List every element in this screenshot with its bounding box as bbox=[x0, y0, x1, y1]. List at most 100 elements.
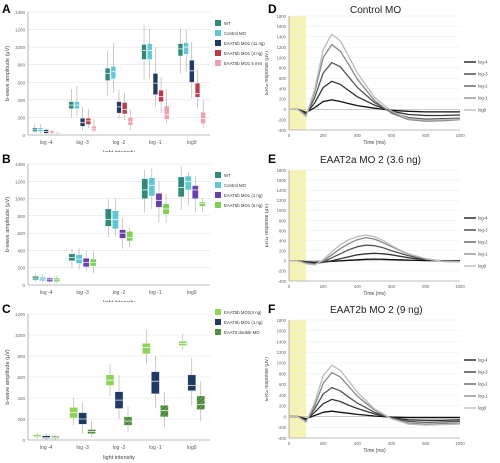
y-tick-label: 800 bbox=[279, 66, 287, 71]
legend-swatch bbox=[215, 182, 221, 188]
y-tick-label: 1000 bbox=[277, 208, 287, 213]
box bbox=[110, 66, 116, 79]
box bbox=[80, 118, 86, 127]
x-tick-label: log -3 bbox=[76, 140, 89, 146]
y-tick-label: 1000 bbox=[15, 197, 26, 202]
box bbox=[158, 90, 164, 102]
x-tick-label: log -2 bbox=[113, 140, 126, 146]
y-tick-label: 1200 bbox=[15, 28, 26, 33]
legend-label: log-3 bbox=[478, 228, 488, 233]
x-tick-label: log -1 bbox=[149, 140, 162, 146]
y-axis-label: b-wave amplitude (µV) bbox=[5, 349, 11, 404]
box bbox=[152, 73, 158, 95]
legend-label: log-1 bbox=[478, 394, 488, 399]
legend-label: EAAT5b MO1 (4 ng) bbox=[224, 51, 263, 56]
series-line bbox=[289, 364, 461, 426]
legend-label: Control MO bbox=[224, 31, 247, 36]
x-tick-label: 1000 bbox=[455, 441, 465, 446]
box bbox=[196, 395, 205, 410]
box bbox=[91, 126, 97, 131]
x-tick-label: log -4 bbox=[40, 445, 53, 451]
y-tick-label: 1000 bbox=[15, 45, 26, 50]
x-axis-label: light intensity bbox=[103, 455, 135, 461]
x-tick-label: 800 bbox=[422, 133, 430, 138]
box bbox=[200, 112, 206, 124]
y-tick-label: 1400 bbox=[277, 339, 287, 344]
y-tick-label: 1200 bbox=[15, 179, 26, 184]
x-tick-label: 400 bbox=[354, 133, 362, 138]
y-tick-label: 200 bbox=[279, 97, 287, 102]
y-tick-label: 1800 bbox=[277, 14, 287, 19]
x-tick-label: log -4 bbox=[40, 290, 53, 296]
y-tick-label: 1200 bbox=[277, 198, 287, 203]
stimulus-band bbox=[289, 320, 307, 438]
x-tick-label: log -2 bbox=[113, 445, 126, 451]
box bbox=[160, 405, 169, 418]
y-tick-label: 200 bbox=[279, 404, 287, 409]
legend-swatch bbox=[215, 60, 221, 66]
y-tick-label: 1000 bbox=[15, 333, 26, 338]
legend-label: WT bbox=[224, 173, 231, 178]
y-tick-label: -400 bbox=[278, 128, 287, 133]
y-tick-label: -200 bbox=[278, 269, 287, 274]
series-line bbox=[289, 258, 460, 263]
y-tick-label: 400 bbox=[279, 393, 287, 398]
legend-label: log-3 bbox=[478, 370, 488, 375]
panel-label-a: A bbox=[2, 2, 11, 16]
y-tick-label: 800 bbox=[17, 214, 25, 219]
legend-label: log-1 bbox=[478, 96, 488, 101]
x-axis-label: light intensity bbox=[103, 300, 135, 302]
box bbox=[194, 83, 200, 98]
y-tick-label: 600 bbox=[279, 76, 287, 81]
legend-label: log0 bbox=[478, 264, 487, 269]
series-line bbox=[289, 33, 461, 121]
y-tick-label: 1400 bbox=[15, 10, 26, 15]
y-tick-label: 400 bbox=[17, 248, 25, 253]
y-tick-label: 1600 bbox=[277, 178, 287, 183]
legend-label: log-2 bbox=[478, 84, 488, 89]
legend-label: EAAT5b MO1 (1 ng) bbox=[224, 193, 263, 198]
panel-label-b: B bbox=[2, 152, 11, 166]
legend-swatch bbox=[215, 40, 221, 46]
legend-swatch bbox=[215, 20, 221, 26]
box bbox=[112, 210, 119, 229]
box bbox=[185, 175, 192, 191]
y-axis-label: b-wave amplitude (µV) bbox=[5, 46, 11, 101]
y-tick-label: 400 bbox=[279, 238, 287, 243]
x-tick-label: log -4 bbox=[40, 140, 53, 146]
y-tick-label: 1200 bbox=[277, 45, 287, 50]
y-tick-label: 1800 bbox=[277, 318, 287, 323]
box-chart-a: 0 200 400 600 800 1000 1200 1400 b-wave amplitud… bbox=[5, 10, 265, 152]
panel-label-f: F bbox=[268, 302, 276, 316]
x-tick-label: 200 bbox=[320, 284, 328, 289]
y-tick-label: 800 bbox=[279, 371, 287, 376]
chart-title-e: EAAT2a MO 2 (3.6 ng) bbox=[320, 155, 421, 166]
y-tick-label: 400 bbox=[17, 98, 25, 103]
y-tick-label: -400 bbox=[278, 279, 287, 284]
x-axis-label: Time (ms) bbox=[363, 291, 386, 297]
x-tick-label: 600 bbox=[388, 441, 396, 446]
y-tick-label: -200 bbox=[278, 117, 287, 122]
legend-label: log-3 bbox=[478, 72, 488, 77]
y-tick-label: 600 bbox=[17, 231, 25, 236]
box bbox=[119, 229, 126, 239]
box bbox=[142, 343, 151, 355]
box bbox=[177, 176, 185, 197]
x-axis-label: Time (ms) bbox=[363, 448, 386, 454]
x-tick-label: log0 bbox=[187, 445, 197, 451]
y-tick-label: 1200 bbox=[15, 312, 26, 317]
x-tick-label: 200 bbox=[320, 133, 328, 138]
box bbox=[177, 43, 183, 57]
box bbox=[105, 68, 111, 81]
box bbox=[189, 60, 195, 83]
line-chart-e: -400 -200 0 200 400 600 800 1000 1200 1400 1600 180… bbox=[265, 168, 488, 297]
stimulus-band bbox=[289, 16, 307, 130]
legend-label: log-1 bbox=[478, 252, 488, 257]
legend-label: log0 bbox=[478, 108, 487, 113]
legend-label: EAAT5b MO1 (1 ng) bbox=[224, 320, 263, 325]
y-tick-label: 0 bbox=[22, 438, 25, 443]
legend-swatch bbox=[215, 172, 221, 178]
x-tick-label: 800 bbox=[422, 284, 430, 289]
panel-label-c: C bbox=[2, 302, 11, 316]
panel-label-e: E bbox=[268, 152, 277, 166]
